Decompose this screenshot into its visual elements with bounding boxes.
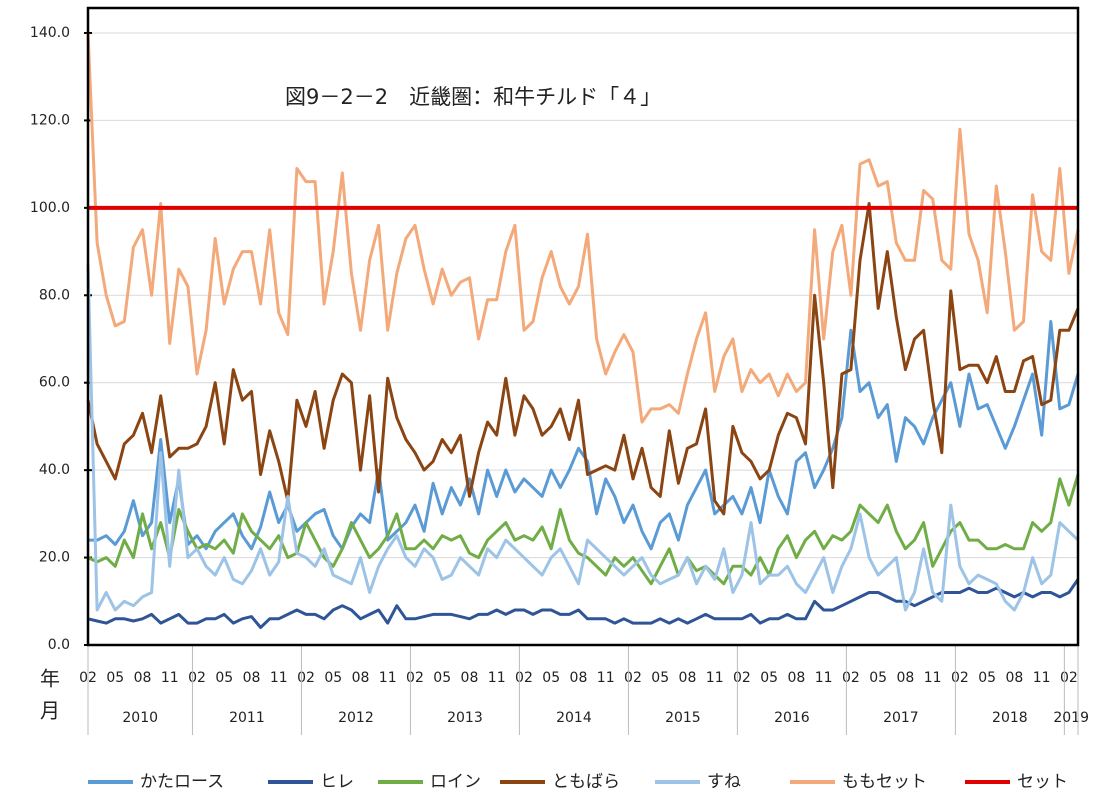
legend-label: かたロース xyxy=(140,772,224,792)
x-tick-label: 08 xyxy=(788,670,806,686)
year-label: 2013 xyxy=(447,710,483,726)
x-tick-label: 08 xyxy=(352,670,370,686)
legend-label: すね xyxy=(707,772,741,792)
x-tick-label: 08 xyxy=(134,670,152,686)
x-tick-label: 11 xyxy=(706,670,724,686)
x-tick-label: 02 xyxy=(188,670,206,686)
year-label: 2017 xyxy=(883,710,919,726)
legend-item: ロイン xyxy=(378,772,481,792)
x-tick-label: 11 xyxy=(161,670,179,686)
series-line xyxy=(86,32,1080,424)
legend-item: ともばら xyxy=(500,772,620,792)
x-tick-label: 02 xyxy=(515,670,533,686)
x-tick-label: 05 xyxy=(215,670,233,686)
plot-frame xyxy=(86,6,1080,647)
x-tick-label: 08 xyxy=(570,670,588,686)
legend-label: セット xyxy=(1017,772,1068,792)
legend-label: ヒレ xyxy=(320,772,354,792)
y-tick-label: 0.0 xyxy=(48,637,70,653)
year-label: 2010 xyxy=(122,710,158,726)
x-tick-label: 08 xyxy=(243,670,261,686)
y-tick-label: 60.0 xyxy=(39,375,70,391)
x-tick-label: 11 xyxy=(379,670,397,686)
x-tick-label: 02 xyxy=(951,670,969,686)
y-tick-label: 120.0 xyxy=(30,112,70,128)
x-tick-label: 08 xyxy=(897,670,915,686)
x-tick-label: 05 xyxy=(433,670,451,686)
x-tick-label: 11 xyxy=(597,670,615,686)
x-tick-label: 11 xyxy=(270,670,288,686)
series-line xyxy=(88,320,1080,551)
x-tick-label: 11 xyxy=(488,670,506,686)
year-label: 2011 xyxy=(229,710,265,726)
x-tick-label: 11 xyxy=(1033,670,1051,686)
series-line xyxy=(86,264,1080,612)
x-tick-label: 02 xyxy=(297,670,315,686)
y-tick-label: 100.0 xyxy=(30,200,70,216)
year-label: 2016 xyxy=(774,710,810,726)
year-label: 2012 xyxy=(338,710,374,726)
y-tick-label: 20.0 xyxy=(39,550,70,566)
x-tick-label: 05 xyxy=(760,670,778,686)
series-line xyxy=(86,202,1080,516)
x-tick-label: 05 xyxy=(651,670,669,686)
x-tick-label: 02 xyxy=(733,670,751,686)
x-tick-label: 05 xyxy=(542,670,560,686)
x-tick-label: 08 xyxy=(461,670,479,686)
x-axis-label: 月 xyxy=(40,699,60,723)
year-label: 2018 xyxy=(992,710,1028,726)
x-tick-label: 08 xyxy=(1006,670,1024,686)
chart-title: 図9－2－2 近畿圏：和牛チルド「４」 xyxy=(285,85,661,109)
x-tick-label: 02 xyxy=(1060,670,1078,686)
legend-item: かたロース xyxy=(88,772,224,792)
legend-label: ももセット xyxy=(842,772,927,792)
x-tick-label: 02 xyxy=(624,670,642,686)
x-tick-label: 05 xyxy=(106,670,124,686)
y-tick-label: 80.0 xyxy=(39,287,70,303)
legend-item: ももセット xyxy=(790,772,927,792)
x-tick-label: 08 xyxy=(679,670,697,686)
x-tick-label: 11 xyxy=(815,670,833,686)
y-tick-label: 140.0 xyxy=(30,25,70,41)
year-label: 2019 xyxy=(1053,710,1089,726)
x-tick-label: 05 xyxy=(869,670,887,686)
legend-label: ともばら xyxy=(552,772,620,792)
x-axis-label: 年 xyxy=(40,667,60,691)
x-tick-label: 11 xyxy=(924,670,942,686)
legend-label: ロイン xyxy=(430,772,481,792)
legend-item: すね xyxy=(655,772,741,792)
x-tick-label: 05 xyxy=(978,670,996,686)
legend-item: ヒレ xyxy=(268,772,354,792)
legend-item: セット xyxy=(965,772,1068,792)
series-line xyxy=(87,578,1080,629)
x-tick-label: 02 xyxy=(842,670,860,686)
year-label: 2015 xyxy=(665,710,701,726)
year-label: 2014 xyxy=(556,710,592,726)
y-tick-label: 40.0 xyxy=(39,462,70,478)
x-tick-label: 02 xyxy=(406,670,424,686)
x-tick-label: 05 xyxy=(324,670,342,686)
